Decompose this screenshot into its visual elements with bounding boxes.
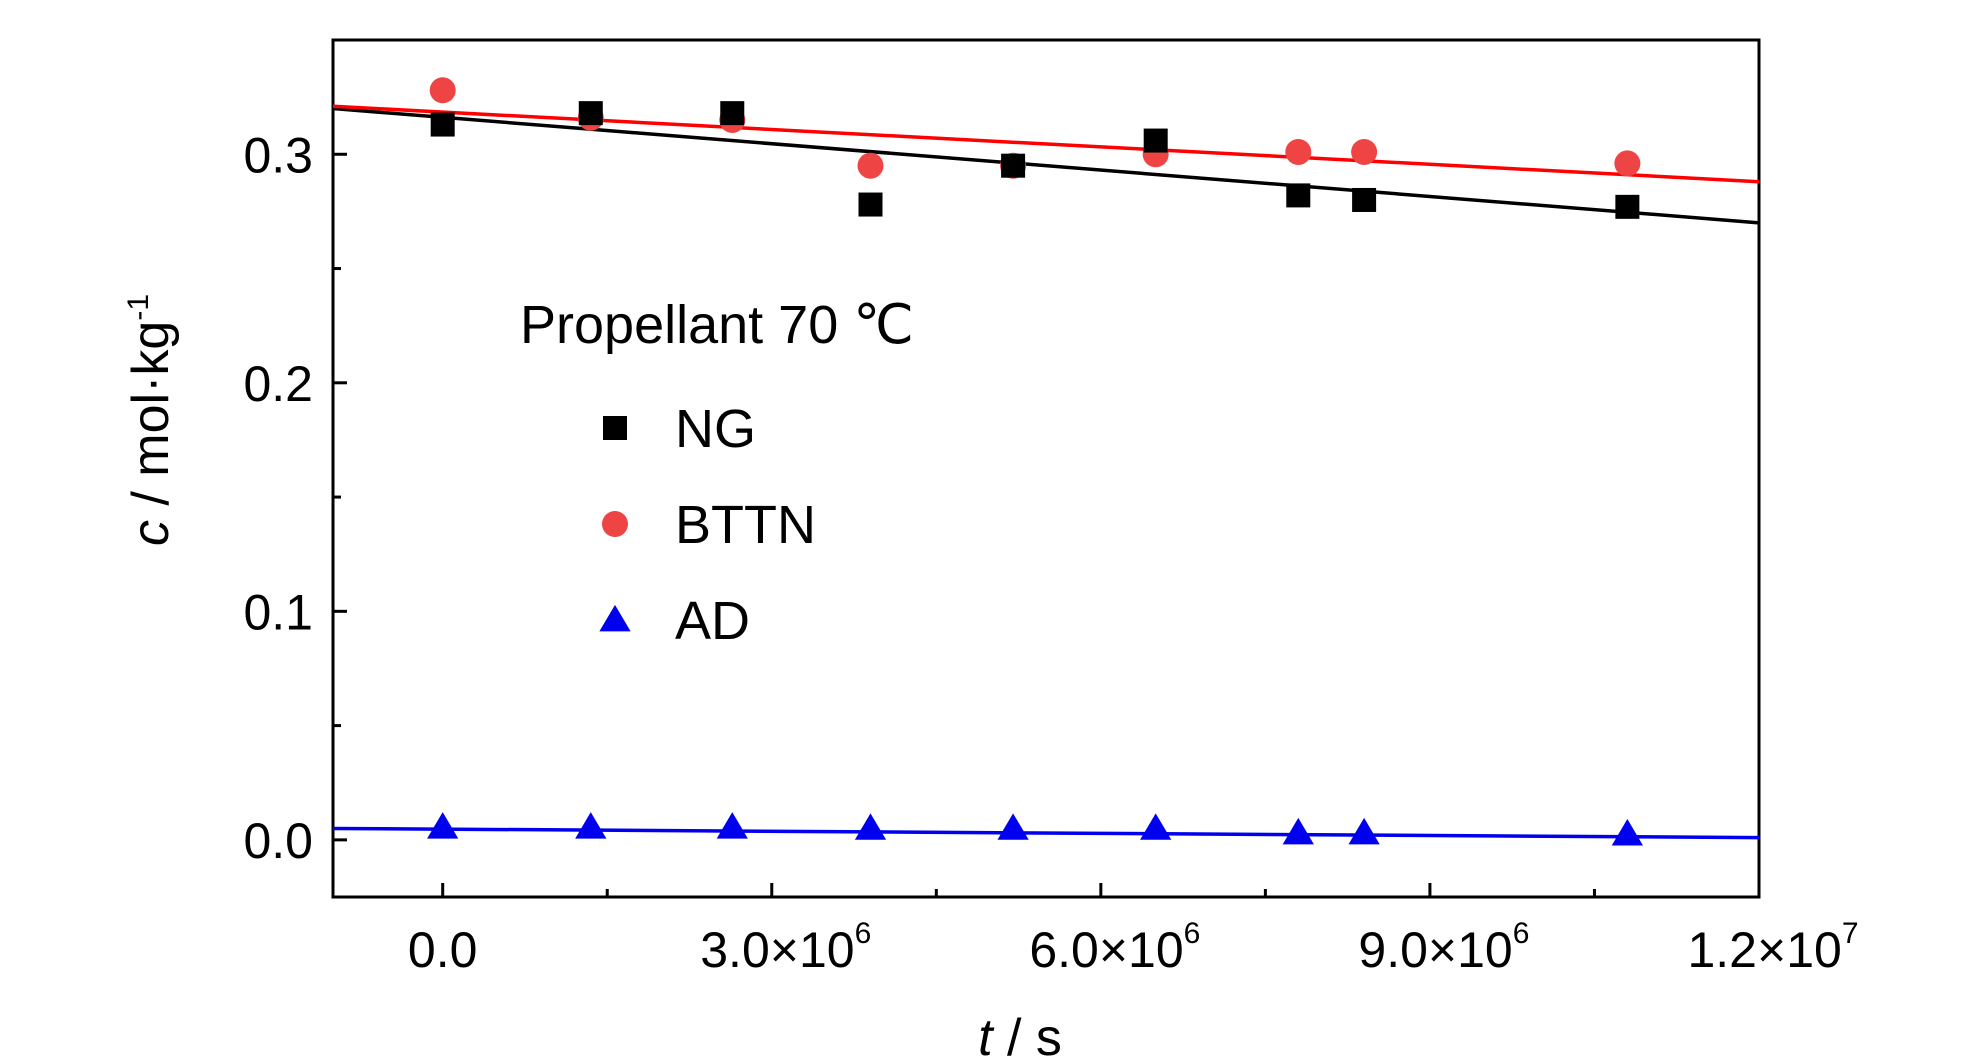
- data-points: [427, 77, 1643, 846]
- y-tick-label: 0.3: [243, 127, 313, 183]
- data-point-ad: [1140, 813, 1172, 840]
- data-point-ad: [854, 813, 887, 840]
- legend-marker-ad: [599, 604, 631, 632]
- fit-lines: [332, 104, 1760, 840]
- legend-marker-ng: [603, 416, 627, 440]
- x-tick-label: 1.2×107: [1687, 917, 1858, 978]
- x-tick-label: 9.0×106: [1358, 917, 1529, 978]
- plot-area-border: [331, 38, 1761, 899]
- data-point-ad: [1282, 817, 1314, 845]
- fit-line-ng: [332, 106, 1760, 225]
- y-axis-title: c / mol·kg-1: [122, 294, 180, 546]
- data-point-ng: [1615, 194, 1640, 219]
- x-tick-label: 0.0: [408, 922, 478, 978]
- data-point-bttn: [1351, 138, 1378, 165]
- x-tick-label: 3.0×106: [700, 917, 871, 978]
- data-point-ng: [858, 192, 883, 217]
- data-point-bttn: [429, 77, 456, 104]
- data-point-ng: [1352, 187, 1377, 212]
- data-point-ng: [720, 101, 745, 126]
- data-point-ng: [1286, 183, 1311, 208]
- fit-line-ad: [332, 826, 1760, 840]
- x-tick-label: 6.0×106: [1029, 917, 1200, 978]
- y-axis: 0.0 0.1 0.2 0.3: [243, 38, 347, 869]
- data-point-bttn: [1614, 150, 1641, 177]
- data-point-bttn: [1285, 138, 1312, 165]
- legend-label-ad: AD: [675, 591, 750, 651]
- fit-line-bttn: [332, 104, 1760, 184]
- legend-label-bttn: BTTN: [675, 495, 816, 555]
- data-point-ng: [1001, 153, 1026, 178]
- data-point-bttn: [857, 152, 884, 179]
- data-point-ad: [1611, 819, 1643, 846]
- legend-marker-bttn: [602, 511, 628, 537]
- data-point-ad: [716, 812, 748, 839]
- data-point-ad: [1348, 817, 1380, 845]
- legend-title: Propellant 70 ℃: [520, 295, 914, 355]
- legend: Propellant 70 ℃ NG BTTN AD: [520, 295, 914, 651]
- x-axis: 0.0 3.0×106 6.0×106 9.0×106 1.2×107: [408, 883, 1859, 978]
- data-point-ad: [427, 812, 459, 839]
- plot-frame: [331, 38, 1761, 899]
- x-axis-title: t / s: [978, 1009, 1062, 1063]
- data-point-ad: [997, 813, 1029, 840]
- y-tick-label: 0.2: [243, 356, 313, 412]
- legend-label-ng: NG: [675, 399, 756, 459]
- data-point-ng: [578, 101, 603, 126]
- data-point-ng: [1143, 128, 1168, 153]
- y-tick-label: 0.1: [243, 584, 313, 640]
- data-point-ng: [430, 112, 455, 137]
- y-tick-label: 0.0: [243, 813, 313, 869]
- data-point-ad: [575, 812, 607, 839]
